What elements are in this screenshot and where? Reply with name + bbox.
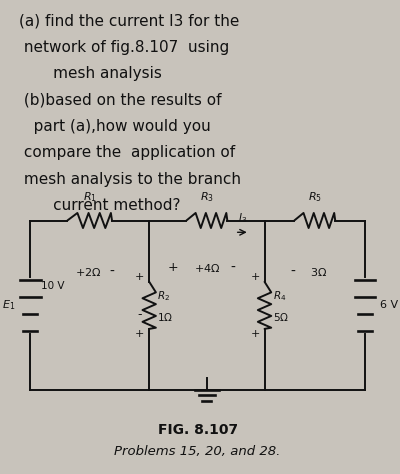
Text: $I_3$: $I_3$ <box>238 211 247 225</box>
Text: (b)based on the results of: (b)based on the results of <box>19 92 222 107</box>
Text: -: - <box>230 261 235 274</box>
Text: $R_2$: $R_2$ <box>157 289 170 303</box>
Text: 6 V: 6 V <box>380 301 398 310</box>
Text: $R_5$: $R_5$ <box>308 190 322 204</box>
Text: -: - <box>138 308 142 321</box>
Text: 10 V: 10 V <box>41 282 65 292</box>
Text: +: + <box>135 328 144 338</box>
Text: 3$\Omega$: 3$\Omega$ <box>310 266 327 278</box>
Text: +4$\Omega$: +4$\Omega$ <box>194 262 220 273</box>
Text: $R_4$: $R_4$ <box>273 289 286 303</box>
Text: -: - <box>110 265 114 279</box>
Text: mesh analysis: mesh analysis <box>19 66 162 81</box>
Text: compare the  application of: compare the application of <box>19 145 235 160</box>
Text: current method?: current method? <box>19 198 180 213</box>
Text: +: + <box>135 272 144 282</box>
Text: 5$\Omega$: 5$\Omega$ <box>273 311 289 323</box>
Text: $R_3$: $R_3$ <box>200 190 214 204</box>
Text: +2$\Omega$: +2$\Omega$ <box>75 266 101 278</box>
Text: +: + <box>168 261 179 274</box>
Text: FIG. 8.107: FIG. 8.107 <box>158 423 238 437</box>
Text: (a) find the current I3 for the: (a) find the current I3 for the <box>19 13 239 28</box>
Text: -: - <box>290 265 295 279</box>
Text: 1$\Omega$: 1$\Omega$ <box>157 311 174 323</box>
Text: $E_1$: $E_1$ <box>2 299 15 312</box>
Text: +: + <box>250 328 260 338</box>
Text: Problems 15, 20, and 28.: Problems 15, 20, and 28. <box>114 445 281 458</box>
Text: part (a),how would you: part (a),how would you <box>19 118 211 134</box>
Text: network of fig.8.107  using: network of fig.8.107 using <box>19 39 229 55</box>
Text: $R_1$: $R_1$ <box>83 190 97 204</box>
Text: mesh analysis to the branch: mesh analysis to the branch <box>19 172 241 186</box>
Text: +: + <box>250 272 260 282</box>
